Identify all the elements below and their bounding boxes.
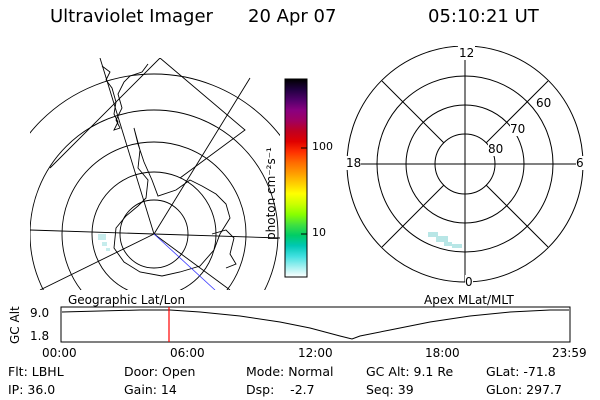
geo-latitude-value: GLat: -71.8 bbox=[486, 364, 556, 379]
mode-value: Mode: Normal bbox=[246, 364, 334, 379]
mlat-label-60: 60 bbox=[536, 96, 552, 110]
coastline-south-america bbox=[101, 63, 149, 131]
filter-value: Flt: LBHL bbox=[8, 364, 64, 379]
meridian bbox=[39, 233, 155, 290]
date-label: 20 Apr 07 bbox=[248, 6, 337, 27]
gain-value: Gain: 14 bbox=[124, 382, 177, 397]
geo-longitude-value: GLon: 297.7 bbox=[486, 382, 562, 397]
coastline-ice-shelf bbox=[211, 229, 237, 269]
lat-circle bbox=[61, 141, 247, 290]
lat-circle bbox=[91, 171, 217, 290]
timeline-ytick-bottom: 1.8 bbox=[30, 329, 50, 343]
geographic-map bbox=[30, 58, 280, 290]
mlt-label-18: 18 bbox=[346, 156, 362, 170]
ip-value: IP: 36.0 bbox=[8, 382, 56, 397]
lat-circle bbox=[30, 73, 280, 137]
view-boundary bbox=[49, 58, 246, 179]
gc-altitude-value: GC Alt: 9.1 Re bbox=[366, 364, 454, 379]
timeline-plot bbox=[60, 306, 571, 343]
lat-circle bbox=[119, 199, 189, 269]
meridian bbox=[99, 58, 155, 235]
timeline-xtick-1200: 12:00 bbox=[298, 346, 333, 360]
mlt-label-0: 0 bbox=[465, 275, 473, 289]
timeline-xtick-0600: 06:00 bbox=[170, 346, 205, 360]
mlt-label-12: 12 bbox=[458, 46, 476, 60]
time-label: 05:10:21 UT bbox=[428, 6, 539, 27]
timeline-right-title: Apex MLat/MLT bbox=[424, 293, 514, 307]
mlt-diag bbox=[381, 184, 445, 248]
mlt-diag bbox=[381, 80, 445, 144]
instrument-title: Ultraviolet Imager bbox=[50, 6, 213, 27]
mlt-label-6: 6 bbox=[576, 156, 584, 170]
aurora-emission bbox=[428, 232, 462, 248]
spacecraft-track bbox=[153, 233, 216, 290]
sequence-value: Seq: 39 bbox=[366, 382, 414, 397]
timeline-xtick-1800: 18:00 bbox=[425, 346, 460, 360]
dsp-value: Dsp: -2.7 bbox=[246, 382, 315, 397]
colorbar bbox=[284, 78, 308, 278]
colorbar-tick-100: 100 bbox=[312, 140, 333, 153]
meridian bbox=[153, 233, 231, 290]
timeline-xtick-2359: 23:59 bbox=[552, 346, 587, 360]
mlat-label-80: 80 bbox=[488, 142, 504, 156]
meridian bbox=[30, 229, 155, 235]
aurora-emission bbox=[98, 234, 110, 251]
mlat-label-70: 70 bbox=[510, 122, 526, 136]
coastline-antarctica bbox=[113, 127, 231, 277]
timeline-ytick-top: 9.0 bbox=[30, 306, 50, 320]
meridian bbox=[153, 77, 251, 235]
mlt-diag bbox=[485, 80, 549, 144]
lat-circle bbox=[30, 109, 279, 290]
door-value: Door: Open bbox=[124, 364, 196, 379]
timeline-left-title: Geographic Lat/Lon bbox=[68, 293, 186, 307]
timeline-frame bbox=[60, 306, 571, 343]
gc-altitude-curve bbox=[61, 309, 569, 340]
meridian bbox=[153, 233, 280, 239]
colorbar-tick-10: 10 bbox=[312, 226, 326, 239]
timeline-xtick-0000: 00:00 bbox=[42, 346, 77, 360]
mlt-diag bbox=[485, 184, 549, 248]
